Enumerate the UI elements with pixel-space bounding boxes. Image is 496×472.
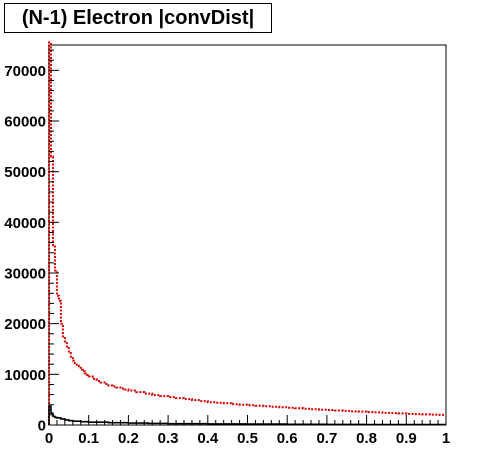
x-tick-label: 0.3	[158, 430, 179, 447]
y-tick-label: 0	[38, 418, 46, 435]
axes: 0 0.1 0.2 0.3 0.4 0.5 0.6 0.7 0.8 0.9 1 0 10000 20000…	[4, 49, 450, 447]
y-tick-label: 60000	[4, 114, 46, 131]
x-tick-label: 0.6	[277, 430, 298, 447]
x-tick-label: 0.2	[118, 430, 139, 447]
x-tick-label: 0.8	[356, 430, 377, 447]
plot-area	[48, 44, 447, 426]
y-tick-label: 20000	[4, 316, 46, 333]
y-tick-label: 40000	[4, 215, 46, 232]
chart-title: (N-1) Electron |convDist|	[4, 3, 272, 33]
x-tick-label: 0.4	[197, 430, 219, 447]
y-tick-label: 10000	[4, 367, 46, 384]
x-tick-label: 0.9	[396, 430, 417, 447]
y-tick-label: 30000	[4, 266, 46, 283]
x-tick-label: 0	[45, 430, 53, 447]
series-0-line	[48, 41, 446, 425]
y-tick-label: 50000	[4, 164, 46, 181]
histogram-series	[48, 41, 446, 426]
x-tick-label: 0.1	[78, 430, 99, 447]
x-tick-label: 0.7	[316, 430, 337, 447]
y-tick-label: 70000	[4, 63, 46, 80]
x-tick-label: 1	[442, 430, 450, 447]
plot-frame	[48, 44, 447, 426]
x-tick-label: 0.5	[237, 430, 258, 447]
